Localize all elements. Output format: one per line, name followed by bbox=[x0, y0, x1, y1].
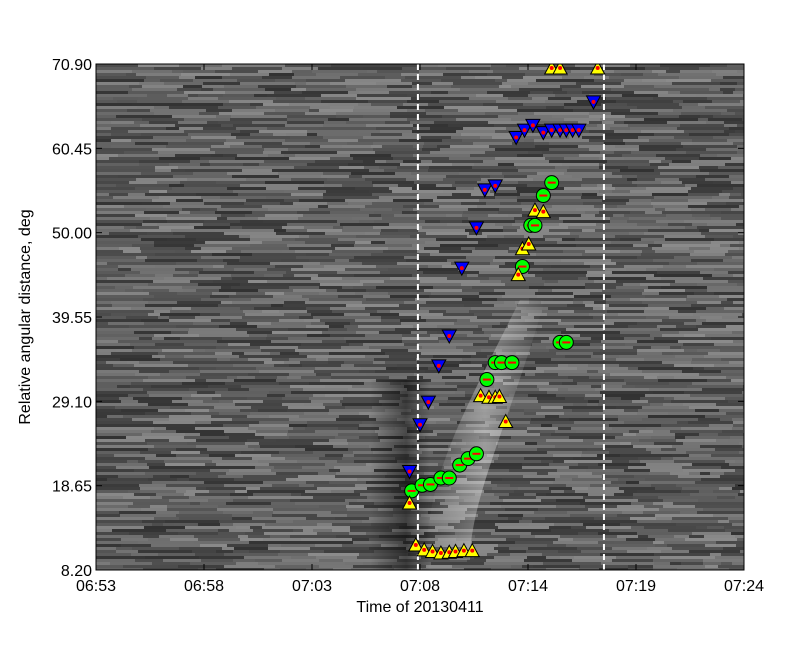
marker-center-dot bbox=[516, 272, 521, 277]
marker-center-dot bbox=[503, 419, 508, 424]
marker-center-dot bbox=[407, 501, 412, 506]
marker-center-dot bbox=[453, 549, 458, 554]
x-tick-label: 07:08 bbox=[400, 578, 440, 595]
y-axis: 8.20 18.65 29.10 39.55 50.00 60.45 70.90 bbox=[52, 57, 744, 580]
y-tick-label: 70.90 bbox=[52, 57, 92, 74]
y-tick-label: 8.20 bbox=[61, 563, 92, 580]
marker-center-dot bbox=[461, 548, 466, 553]
plot-background bbox=[96, 64, 744, 570]
marker-center-dot bbox=[418, 422, 422, 427]
y-tick-label: 60.45 bbox=[52, 141, 92, 158]
marker-center-dot bbox=[549, 128, 554, 133]
x-tick-label: 07:19 bbox=[616, 578, 656, 595]
marker-center-dot bbox=[478, 393, 483, 398]
marker-center-dot bbox=[493, 183, 498, 188]
marker-center-dot bbox=[514, 135, 519, 140]
x-tick-label: 07:24 bbox=[724, 578, 764, 595]
marker-center-dot bbox=[447, 333, 452, 338]
y-axis-title: Relative angular distance, deg bbox=[17, 209, 34, 424]
marker-center-dot bbox=[570, 128, 575, 133]
marker-center-dot bbox=[541, 130, 546, 135]
marker-center-dot bbox=[436, 363, 441, 368]
marker-center-dot bbox=[549, 66, 554, 71]
x-tick-label: 07:14 bbox=[508, 578, 548, 595]
y-tick-label: 29.10 bbox=[52, 394, 92, 411]
marker-center-dot bbox=[426, 400, 431, 405]
marker-center-dot bbox=[459, 266, 464, 271]
y-tick-label: 18.65 bbox=[52, 479, 92, 496]
marker-center-dot bbox=[526, 241, 531, 246]
marker-center-dot bbox=[497, 394, 502, 399]
x-tick-label: 07:03 bbox=[292, 578, 332, 595]
marker-center-dot bbox=[576, 128, 581, 133]
marker-center-dot bbox=[482, 187, 487, 192]
marker-center-dot bbox=[522, 128, 527, 133]
marker-center-dot bbox=[422, 547, 427, 552]
marker-center-dot bbox=[532, 208, 537, 213]
marker-center-dot bbox=[438, 551, 443, 556]
marker-center-dot bbox=[558, 128, 563, 133]
marker-center-dot bbox=[591, 99, 596, 104]
marker-center-dot bbox=[474, 225, 479, 230]
y-tick-label: 50.00 bbox=[52, 226, 92, 243]
marker-center-dot bbox=[486, 395, 491, 400]
marker-center-dot bbox=[558, 66, 563, 71]
x-tick-label: 06:58 bbox=[184, 578, 224, 595]
x-axis-title: Time of 20130411 bbox=[356, 599, 483, 616]
y-tick-label: 39.55 bbox=[52, 310, 92, 327]
marker-center-dot bbox=[595, 66, 600, 71]
marker-center-dot bbox=[407, 469, 412, 474]
marker-center-dot bbox=[541, 209, 546, 214]
data-markers bbox=[401, 64, 606, 560]
marker-center-dot bbox=[413, 542, 418, 547]
marker-center-dot bbox=[430, 549, 435, 554]
marker-center-dot bbox=[530, 123, 535, 128]
marker-center-dot bbox=[564, 128, 569, 133]
x-tick-label: 06:53 bbox=[76, 578, 116, 595]
marker-center-dot bbox=[470, 548, 475, 553]
x-axis: 06:53 06:58 07:03 07:08 07:14 07:19 07:24 bbox=[76, 64, 764, 595]
